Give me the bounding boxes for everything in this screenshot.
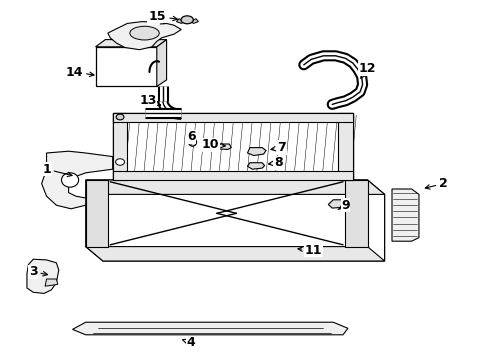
Polygon shape	[86, 180, 385, 194]
Ellipse shape	[62, 173, 78, 187]
Polygon shape	[176, 19, 185, 23]
Bar	[113, 113, 127, 180]
Text: 2: 2	[425, 177, 448, 190]
Text: 1: 1	[42, 163, 72, 176]
Ellipse shape	[116, 159, 124, 165]
Text: 14: 14	[66, 66, 94, 78]
Bar	[113, 171, 353, 180]
Polygon shape	[86, 180, 385, 261]
Polygon shape	[86, 247, 385, 261]
Text: 13: 13	[139, 94, 160, 107]
Text: 4: 4	[183, 336, 196, 349]
Text: 5: 5	[147, 12, 165, 24]
Polygon shape	[27, 259, 59, 293]
Polygon shape	[73, 322, 348, 335]
Text: 8: 8	[269, 156, 283, 169]
Text: 11: 11	[298, 244, 322, 257]
Ellipse shape	[181, 16, 193, 24]
Polygon shape	[86, 180, 108, 247]
Text: 10: 10	[202, 138, 225, 151]
Text: 7: 7	[271, 141, 286, 154]
Polygon shape	[392, 189, 419, 241]
Polygon shape	[328, 200, 345, 208]
Polygon shape	[247, 148, 266, 156]
Text: 3: 3	[29, 265, 48, 278]
Ellipse shape	[130, 26, 159, 40]
Polygon shape	[190, 19, 198, 23]
Bar	[113, 113, 353, 180]
Polygon shape	[96, 47, 157, 86]
Polygon shape	[345, 180, 368, 247]
Polygon shape	[157, 40, 167, 86]
Polygon shape	[247, 163, 265, 169]
Polygon shape	[217, 144, 231, 149]
Text: 9: 9	[338, 199, 350, 212]
Text: 6: 6	[187, 130, 196, 144]
Polygon shape	[108, 22, 181, 50]
Bar	[338, 113, 353, 180]
Bar	[113, 113, 353, 122]
Ellipse shape	[122, 36, 141, 44]
Ellipse shape	[116, 114, 124, 120]
Text: 15: 15	[149, 10, 177, 23]
Text: 12: 12	[359, 62, 376, 78]
Ellipse shape	[189, 138, 196, 146]
Polygon shape	[45, 279, 58, 286]
Polygon shape	[96, 40, 167, 47]
Polygon shape	[42, 151, 113, 209]
